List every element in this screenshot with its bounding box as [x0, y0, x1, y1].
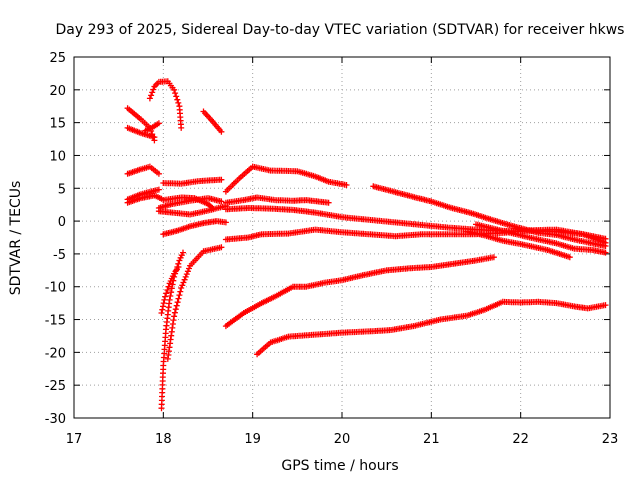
y-tick-label: 0	[58, 215, 66, 230]
x-tick-label: 17	[66, 432, 83, 447]
data-point-markers	[164, 244, 225, 362]
y-tick-label: -25	[45, 379, 66, 394]
series-s5	[200, 108, 225, 135]
series-s13	[160, 218, 229, 238]
data-point-markers	[370, 183, 609, 249]
series-s16	[164, 244, 225, 362]
data-point-markers	[124, 186, 162, 203]
series-s3	[142, 120, 162, 134]
series-s20	[222, 194, 332, 206]
x-tick-label: 20	[334, 432, 351, 447]
data-point-markers	[160, 176, 225, 187]
y-axis-label: SDTVAR / TECUs	[8, 181, 24, 296]
series-s12	[160, 194, 216, 211]
x-tick-label: 22	[512, 432, 529, 447]
data-point-markers	[254, 298, 609, 358]
data-point-markers	[146, 78, 185, 131]
data-point-markers	[464, 228, 573, 261]
series-s23	[370, 183, 609, 249]
data-point-markers	[124, 163, 162, 177]
data-point-markers	[158, 264, 182, 316]
data-point-markers	[142, 120, 162, 134]
series-s18	[254, 298, 609, 358]
data-point-markers	[473, 221, 609, 256]
series-s7	[124, 186, 162, 203]
y-tick-label: -10	[45, 281, 66, 296]
data-point-markers	[222, 254, 497, 330]
plot-frame	[73, 56, 611, 419]
y-tick-label: 20	[49, 84, 66, 99]
y-tick-label: 15	[49, 117, 66, 132]
y-tick-label: -20	[45, 346, 66, 361]
chart-title: Day 293 of 2025, Sidereal Day-to-day VTE…	[56, 22, 625, 38]
y-tick-label: -5	[53, 248, 66, 263]
series-layer	[124, 78, 609, 412]
series-s19	[222, 163, 350, 195]
series-s11	[160, 176, 225, 187]
y-tick-label: 10	[49, 149, 66, 164]
y-tick-label: 5	[58, 182, 66, 197]
x-tick-label: 21	[423, 432, 440, 447]
series-s17	[222, 254, 497, 330]
series-s4	[146, 78, 185, 131]
series-s2	[124, 124, 158, 141]
tick-layer: 17 18 19 20 21 22 23 -30 -25 -20 -15 -10 -5 0 5 10 15 20 2…	[45, 51, 619, 447]
y-tick-label: -15	[45, 314, 66, 329]
x-tick-label: 18	[155, 432, 172, 447]
data-point-markers	[160, 218, 229, 238]
data-point-markers	[222, 163, 350, 195]
data-point-markers	[160, 194, 216, 211]
x-axis-label: GPS time / hours	[281, 458, 398, 474]
data-point-markers	[200, 108, 225, 135]
y-tick-label: -30	[45, 412, 66, 427]
series-s24	[473, 221, 609, 256]
x-tick-label: 23	[602, 432, 619, 447]
data-point-markers	[222, 194, 332, 206]
series-s25	[464, 228, 573, 261]
y-tick-label: 25	[49, 51, 66, 66]
data-point-markers	[124, 124, 158, 141]
x-tick-label: 19	[244, 432, 261, 447]
series-s15	[158, 264, 182, 316]
data-point-markers	[124, 192, 165, 206]
series-s6	[124, 163, 162, 177]
series-s8	[124, 192, 165, 206]
